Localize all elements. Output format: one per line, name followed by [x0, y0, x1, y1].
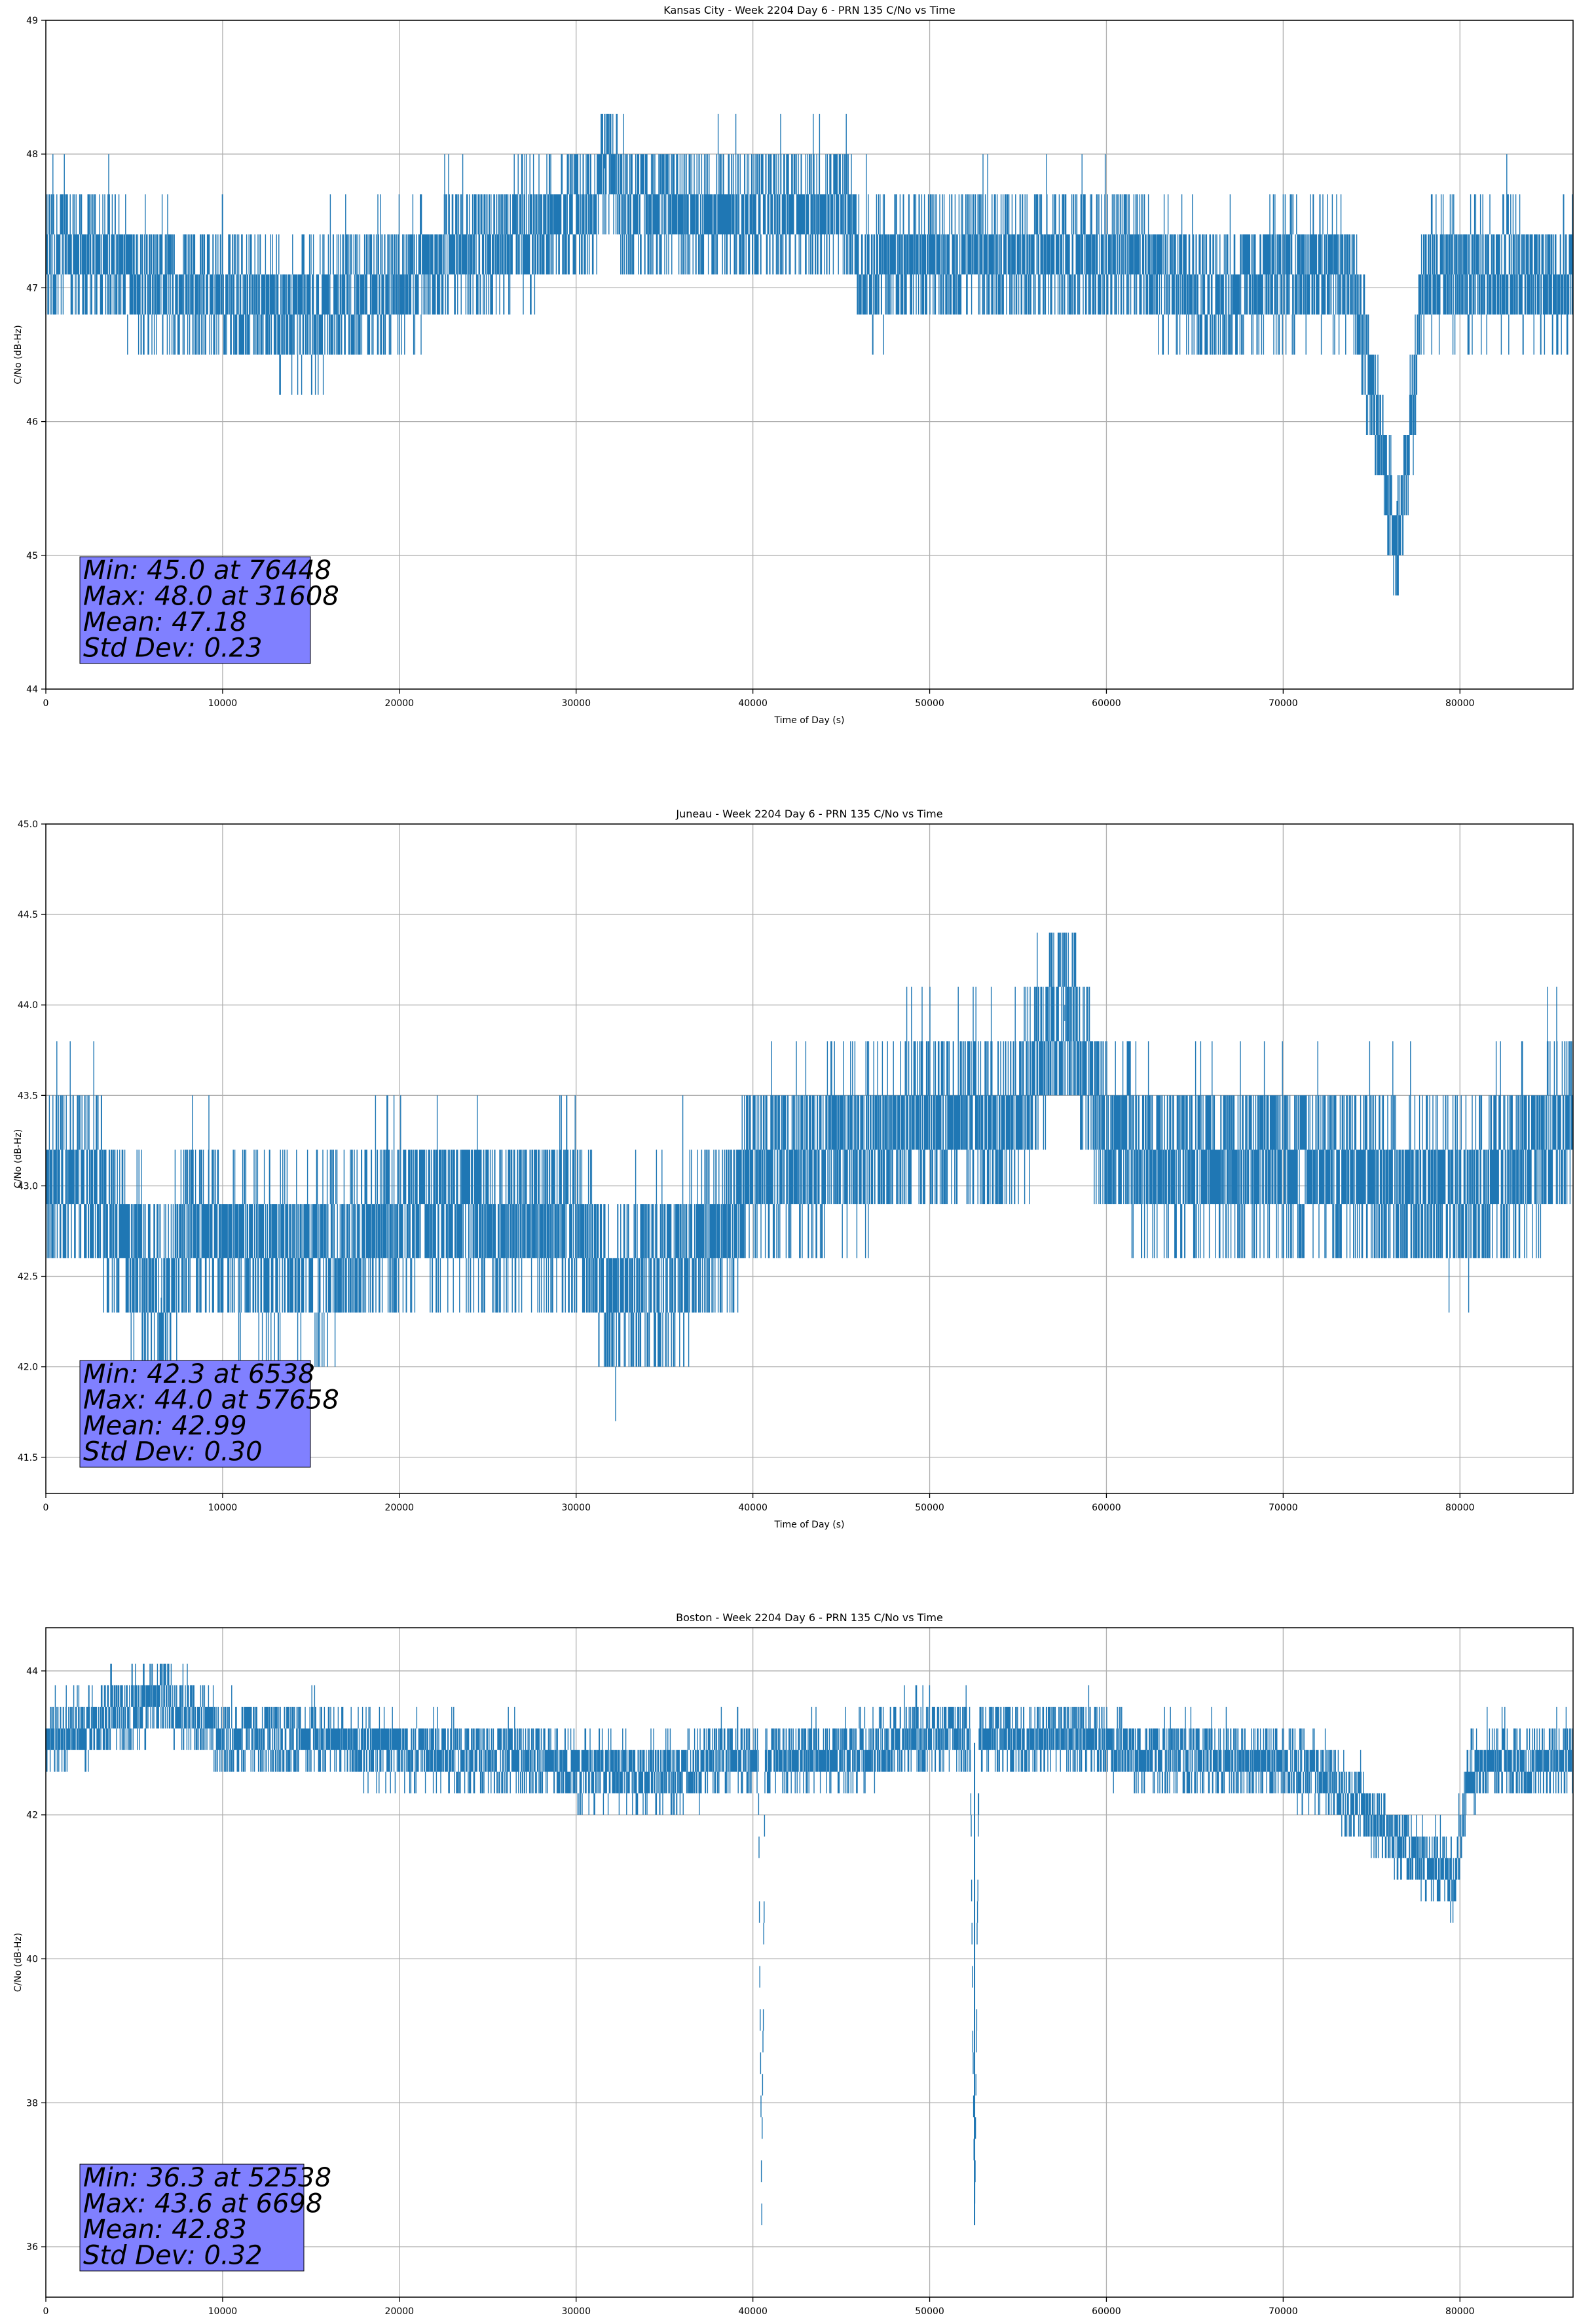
plot-frame: [45, 20, 1574, 690]
y-axis-label: C/No (dB-Hz): [13, 325, 24, 384]
y-tick-label: 45.0: [18, 819, 38, 830]
y-tick-label: 36: [26, 2242, 38, 2253]
stats-box: [79, 1360, 311, 1468]
chart-title: Juneau - Week 2204 Day 6 - PRN 135 C/No …: [675, 808, 942, 820]
x-tick-label: 50000: [915, 2306, 944, 2317]
stats-line: Std Dev: 0.30: [83, 1437, 263, 1467]
x-tick-label: 70000: [1269, 2306, 1298, 2317]
x-tick-label: 80000: [1445, 698, 1475, 709]
x-tick-label: 20000: [385, 1503, 415, 1513]
x-tick-label: 80000: [1445, 2306, 1475, 2317]
y-tick-label: 38: [26, 2098, 38, 2108]
y-tick-label: 48: [26, 149, 38, 160]
y-axis-label: C/No (dB-Hz): [13, 1129, 24, 1188]
x-tick-label: 70000: [1269, 698, 1298, 709]
x-tick-label: 70000: [1269, 1503, 1298, 1513]
y-axis-label: C/No (dB-Hz): [13, 1933, 24, 1992]
x-tick-label: 30000: [561, 1503, 591, 1513]
chart-1: 0 10000 20000 30000 40000 50000 60000 70000 8000…: [13, 4, 1574, 726]
stats-line: Max: 48.0 at 31608: [83, 582, 339, 612]
x-tick-label: 10000: [208, 2306, 238, 2317]
x-tick-label: 60000: [1092, 698, 1121, 709]
y-tick-label: 42: [26, 1810, 38, 1821]
y-tick-label: 44.5: [18, 910, 38, 920]
x-tick-label: 10000: [208, 1503, 238, 1513]
y-tick-label: 47: [26, 283, 38, 293]
x-axis-label: Time of Day (s): [774, 715, 845, 726]
y-tick-label: 41.5: [18, 1453, 38, 1463]
stats-box: [79, 556, 311, 664]
x-tick-label: 0: [43, 1503, 49, 1513]
stats-line: Mean: 47.18: [83, 607, 247, 637]
x-tick-label: 40000: [738, 2306, 768, 2317]
x-tick-label: 40000: [738, 698, 768, 709]
x-tick-label: 50000: [915, 698, 944, 709]
stats-line: Max: 44.0 at 57658: [83, 1385, 339, 1415]
stats-line: Mean: 42.83: [83, 2215, 247, 2245]
stats-line: Min: 36.3 at 52538: [83, 2163, 331, 2193]
stats-line: Mean: 42.99: [83, 1411, 247, 1441]
stats-box: [79, 2164, 305, 2272]
x-axis-label: Time of Day (s): [774, 1520, 845, 1530]
chart-title: Kansas City - Week 2204 Day 6 - PRN 135 …: [663, 4, 955, 16]
x-tick-label: 30000: [561, 698, 591, 709]
x-tick-label: 20000: [385, 2306, 415, 2317]
plot-frame: [45, 1627, 1574, 2298]
y-tick-label: 42.0: [18, 1362, 38, 1373]
x-tick-label: 40000: [738, 1503, 768, 1513]
y-tick-label: 42.5: [18, 1272, 38, 1283]
x-tick-label: 30000: [561, 2306, 591, 2317]
stats-line: Min: 42.3 at 6538: [83, 1359, 315, 1389]
plot-frame: [45, 823, 1574, 1494]
y-tick-label: 44: [26, 1666, 38, 1677]
stats-line: Std Dev: 0.23: [83, 633, 263, 664]
chart-3: 0 10000 20000 30000 40000 50000 60000 70000 8000…: [13, 1611, 1574, 2324]
y-tick-label: 43.0: [18, 1181, 38, 1191]
y-tick-label: 45: [26, 551, 38, 561]
series-trace: [45, 113, 1574, 596]
y-tick-label: 49: [26, 16, 38, 26]
series-trace: [45, 932, 1574, 1421]
chart-2: 0 10000 20000 30000 40000 50000 60000 70000 8000…: [13, 808, 1574, 1530]
x-tick-label: 20000: [385, 698, 415, 709]
x-tick-label: 0: [43, 698, 49, 709]
x-tick-label: 10000: [208, 698, 238, 709]
x-tick-label: 0: [43, 2306, 49, 2317]
x-tick-label: 50000: [915, 1503, 944, 1513]
y-tick-label: 44.0: [18, 1000, 38, 1011]
y-tick-label: 44: [26, 684, 38, 695]
x-tick-label: 60000: [1092, 1503, 1121, 1513]
stats-line: Min: 45.0 at 76448: [83, 555, 331, 586]
chart-title: Boston - Week 2204 Day 6 - PRN 135 C/No …: [676, 1611, 943, 1624]
x-tick-label: 60000: [1092, 2306, 1121, 2317]
stats-line: Std Dev: 0.32: [83, 2241, 263, 2271]
y-tick-label: 46: [26, 417, 38, 428]
x-tick-label: 80000: [1445, 1503, 1475, 1513]
series-trace: [45, 1663, 1574, 2226]
y-tick-label: 43.5: [18, 1091, 38, 1101]
stats-line: Max: 43.6 at 6698: [83, 2189, 322, 2219]
y-tick-label: 40: [26, 1955, 38, 1965]
